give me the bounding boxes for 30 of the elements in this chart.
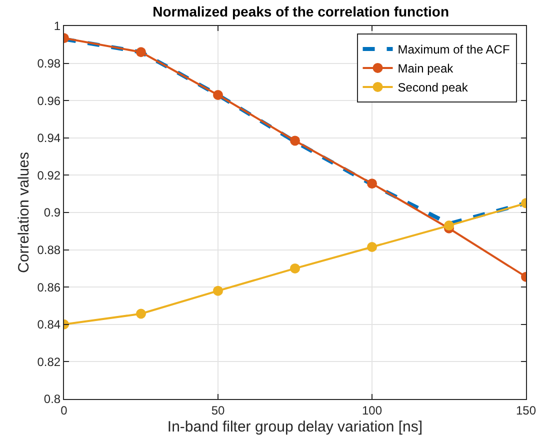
- x-axis-title: In-band filter group delay variation [ns]: [167, 418, 423, 436]
- y-tick-label: 0.9: [44, 206, 61, 220]
- legend-label: Main peak: [398, 62, 454, 76]
- x-tick-label: 0: [60, 403, 68, 418]
- y-tick-label: 0.88: [37, 243, 61, 257]
- y-tick-label: 0.84: [37, 318, 61, 332]
- point: [213, 90, 223, 100]
- legend-label: Second peak: [398, 80, 469, 95]
- point: [290, 136, 300, 146]
- point: [136, 308, 146, 319]
- x-tick-label: 100: [362, 403, 382, 418]
- point: [290, 263, 300, 274]
- y-tick-label: 0.96: [37, 94, 61, 108]
- y-tick-label: 0.98: [37, 56, 61, 70]
- y-tick-label: 0.8: [44, 392, 61, 406]
- y-tick-label: 0.86: [37, 280, 61, 294]
- y-tick-label: 0.92: [37, 168, 61, 182]
- y-axis-title: Correlation values: [15, 152, 32, 273]
- legend-label: Maximum of the ACF: [398, 42, 510, 57]
- x-tick-label: 150: [516, 403, 536, 418]
- point: [136, 47, 146, 58]
- point: [213, 286, 223, 296]
- y-tick-label: 0.82: [37, 354, 61, 369]
- y-tick-label: 1: [54, 19, 61, 34]
- chart-title: Normalized peaks of the correlation function: [152, 4, 450, 20]
- point: [367, 178, 377, 189]
- x-tick-label: 50: [211, 403, 225, 418]
- y-tick-label: 0.94: [37, 131, 61, 146]
- point: [444, 220, 454, 231]
- point: [367, 242, 377, 252]
